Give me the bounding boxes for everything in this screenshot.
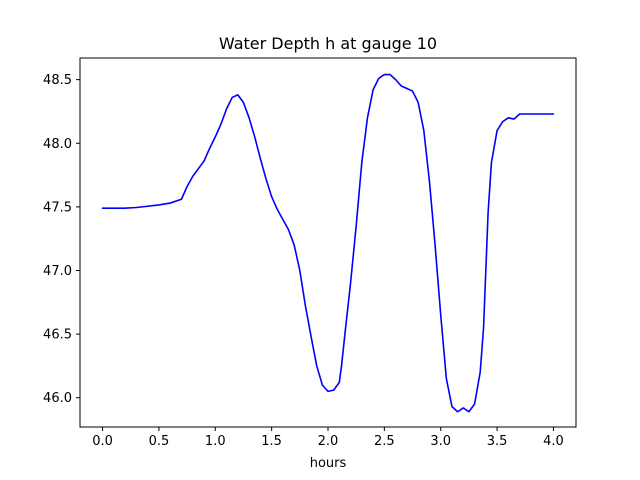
x-axis-ticks: 0.0 0.5 1.0 1.5 2.0 2.5 3.0 3.5 4.0 [92,427,564,449]
chart-title: Water Depth h at gauge 10 [219,34,437,53]
y-tick-label: 46.5 [43,328,72,343]
x-tick-label: 3.0 [430,434,451,449]
plot-area [80,58,576,427]
y-tick-label: 47.5 [43,200,72,215]
x-tick-label: 0.5 [149,434,170,449]
series-line-0 [101,73,555,413]
y-tick-label: 47.0 [43,264,72,279]
y-axis-ticks: 46.0 46.5 47.0 47.5 48.0 48.5 [43,73,80,406]
x-tick-label: 2.0 [318,434,339,449]
x-tick-label: 2.5 [374,434,395,449]
x-tick-label: 4.0 [543,434,564,449]
y-tick-label: 48.5 [43,73,72,88]
x-tick-label: 3.5 [487,434,508,449]
x-tick-label: 1.0 [205,434,226,449]
series-layer [101,73,555,413]
x-tick-label: 0.0 [92,434,113,449]
y-tick-label: 46.0 [43,391,72,406]
y-tick-label: 48.0 [43,137,72,152]
plot-frame [79,57,577,428]
x-axis-label: hours [310,456,347,471]
x-tick-label: 1.5 [261,434,282,449]
